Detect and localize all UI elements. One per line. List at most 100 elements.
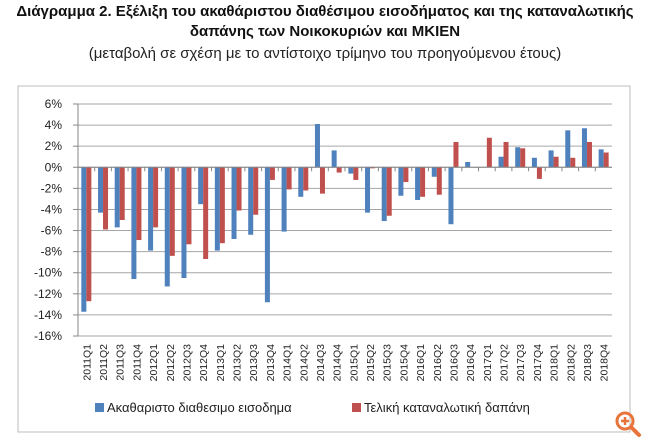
x-tick-label: 2013Q3 bbox=[248, 344, 260, 382]
bar-consumption bbox=[553, 156, 559, 168]
bar-consumption bbox=[503, 141, 509, 168]
x-tick-label: 2011Q4 bbox=[131, 344, 143, 381]
x-tick-label: 2016Q1 bbox=[415, 344, 427, 382]
bar-consumption bbox=[436, 167, 442, 195]
bar-income bbox=[214, 167, 220, 251]
bar-income bbox=[465, 162, 471, 168]
bar-consumption bbox=[586, 141, 592, 168]
bar-consumption bbox=[319, 167, 325, 194]
bar-income bbox=[415, 167, 421, 200]
y-tick-label: 0% bbox=[45, 160, 63, 174]
x-tick-label: 2017Q4 bbox=[532, 344, 544, 382]
bar-income bbox=[448, 167, 454, 225]
y-tick-label: -2% bbox=[41, 181, 63, 195]
legend-label: Ακαθαριστο διαθεσιμο εισοδημα bbox=[107, 400, 292, 415]
bar-consumption bbox=[603, 152, 609, 168]
bar-consumption bbox=[303, 167, 309, 191]
bar-income bbox=[164, 167, 170, 287]
bar-income bbox=[98, 167, 104, 213]
x-tick-label: 2014Q2 bbox=[298, 344, 310, 382]
bar-income bbox=[548, 150, 554, 168]
legend-swatch bbox=[352, 403, 361, 412]
bar-consumption bbox=[336, 167, 342, 173]
bar-consumption bbox=[186, 167, 192, 245]
x-tick-label: 2017Q3 bbox=[515, 344, 527, 382]
bar-income bbox=[331, 150, 337, 168]
x-tick-label: 2011Q1 bbox=[81, 344, 93, 381]
bar-income bbox=[114, 167, 120, 228]
bar-income bbox=[398, 167, 404, 196]
bar-income bbox=[348, 167, 354, 174]
chart-subtitle: (μεταβολή σε σχέση με το αντίστοιχο τρίμ… bbox=[88, 45, 562, 62]
bar-consumption bbox=[253, 167, 259, 215]
bar-income bbox=[131, 167, 137, 280]
chart-title-line2: δαπάνης των Νοικοκυριών και ΜΚΙΕΝ bbox=[189, 23, 461, 40]
bar-consumption bbox=[403, 167, 409, 183]
bar-income bbox=[581, 128, 587, 168]
y-tick-label: 2% bbox=[45, 139, 63, 153]
legend-swatch bbox=[95, 403, 104, 412]
x-tick-label: 2015Q1 bbox=[348, 344, 360, 382]
bar-income bbox=[515, 147, 521, 168]
bar-consumption bbox=[420, 167, 426, 197]
bar-income bbox=[81, 167, 87, 312]
x-tick-label: 2011Q2 bbox=[98, 344, 110, 381]
x-tick-label: 2012Q1 bbox=[148, 344, 160, 382]
x-tick-label: 2014Q1 bbox=[282, 344, 294, 382]
y-tick-label: -6% bbox=[41, 224, 63, 238]
bar-consumption bbox=[353, 167, 359, 180]
bar-consumption bbox=[236, 167, 242, 211]
y-tick-label: -14% bbox=[34, 308, 62, 322]
y-tick-label: 6% bbox=[45, 97, 63, 111]
x-tick-label: 2015Q4 bbox=[398, 344, 410, 382]
x-tick-label: 2018Q1 bbox=[549, 344, 561, 382]
x-tick-label: 2011Q3 bbox=[115, 344, 127, 381]
bar-consumption bbox=[536, 167, 542, 179]
bar-consumption bbox=[269, 167, 275, 180]
bar-consumption bbox=[153, 167, 159, 228]
bar-consumption bbox=[520, 148, 526, 168]
y-tick-label: -10% bbox=[34, 266, 62, 280]
bar-income bbox=[314, 124, 320, 168]
bar-income bbox=[248, 167, 254, 235]
x-tick-label: 2013Q4 bbox=[265, 344, 277, 382]
bar-consumption bbox=[370, 167, 376, 169]
bar-income bbox=[431, 167, 437, 177]
bar-income bbox=[148, 167, 154, 251]
bar-consumption bbox=[203, 167, 209, 260]
x-tick-label: 2013Q1 bbox=[215, 344, 227, 382]
bar-income bbox=[198, 167, 204, 205]
x-tick-label: 2016Q2 bbox=[432, 344, 444, 382]
x-tick-label: 2016Q4 bbox=[465, 344, 477, 382]
zoom-in-icon[interactable] bbox=[614, 410, 642, 438]
bar-consumption bbox=[453, 141, 459, 168]
bar-income bbox=[181, 167, 187, 278]
bar-consumption bbox=[103, 167, 109, 230]
bar-income bbox=[498, 156, 504, 168]
bar-consumption bbox=[386, 167, 392, 216]
bar-income bbox=[298, 167, 304, 197]
bar-income bbox=[381, 167, 387, 222]
bar-income bbox=[565, 130, 571, 168]
y-tick-label: 4% bbox=[45, 118, 63, 132]
x-tick-label: 2015Q3 bbox=[382, 344, 394, 382]
bar-income bbox=[531, 157, 537, 168]
x-tick-label: 2012Q3 bbox=[181, 344, 193, 382]
x-tick-label: 2012Q2 bbox=[165, 344, 177, 382]
y-tick-label: -8% bbox=[41, 245, 63, 259]
legend-label: Τελική καταναλωτική δαπάνη bbox=[364, 400, 530, 415]
bar-income bbox=[264, 167, 270, 303]
bar-consumption bbox=[570, 157, 576, 168]
bar-income bbox=[598, 149, 604, 168]
chart-frame bbox=[17, 85, 631, 433]
bar-consumption bbox=[86, 167, 92, 302]
bar-income bbox=[365, 167, 371, 213]
y-tick-label: -16% bbox=[34, 329, 62, 343]
bar-income bbox=[231, 167, 237, 239]
x-tick-label: 2017Q1 bbox=[482, 344, 494, 382]
y-tick-label: -12% bbox=[34, 287, 62, 301]
bar-consumption bbox=[136, 167, 142, 241]
bar-consumption bbox=[219, 167, 225, 244]
bar-consumption bbox=[169, 167, 175, 256]
